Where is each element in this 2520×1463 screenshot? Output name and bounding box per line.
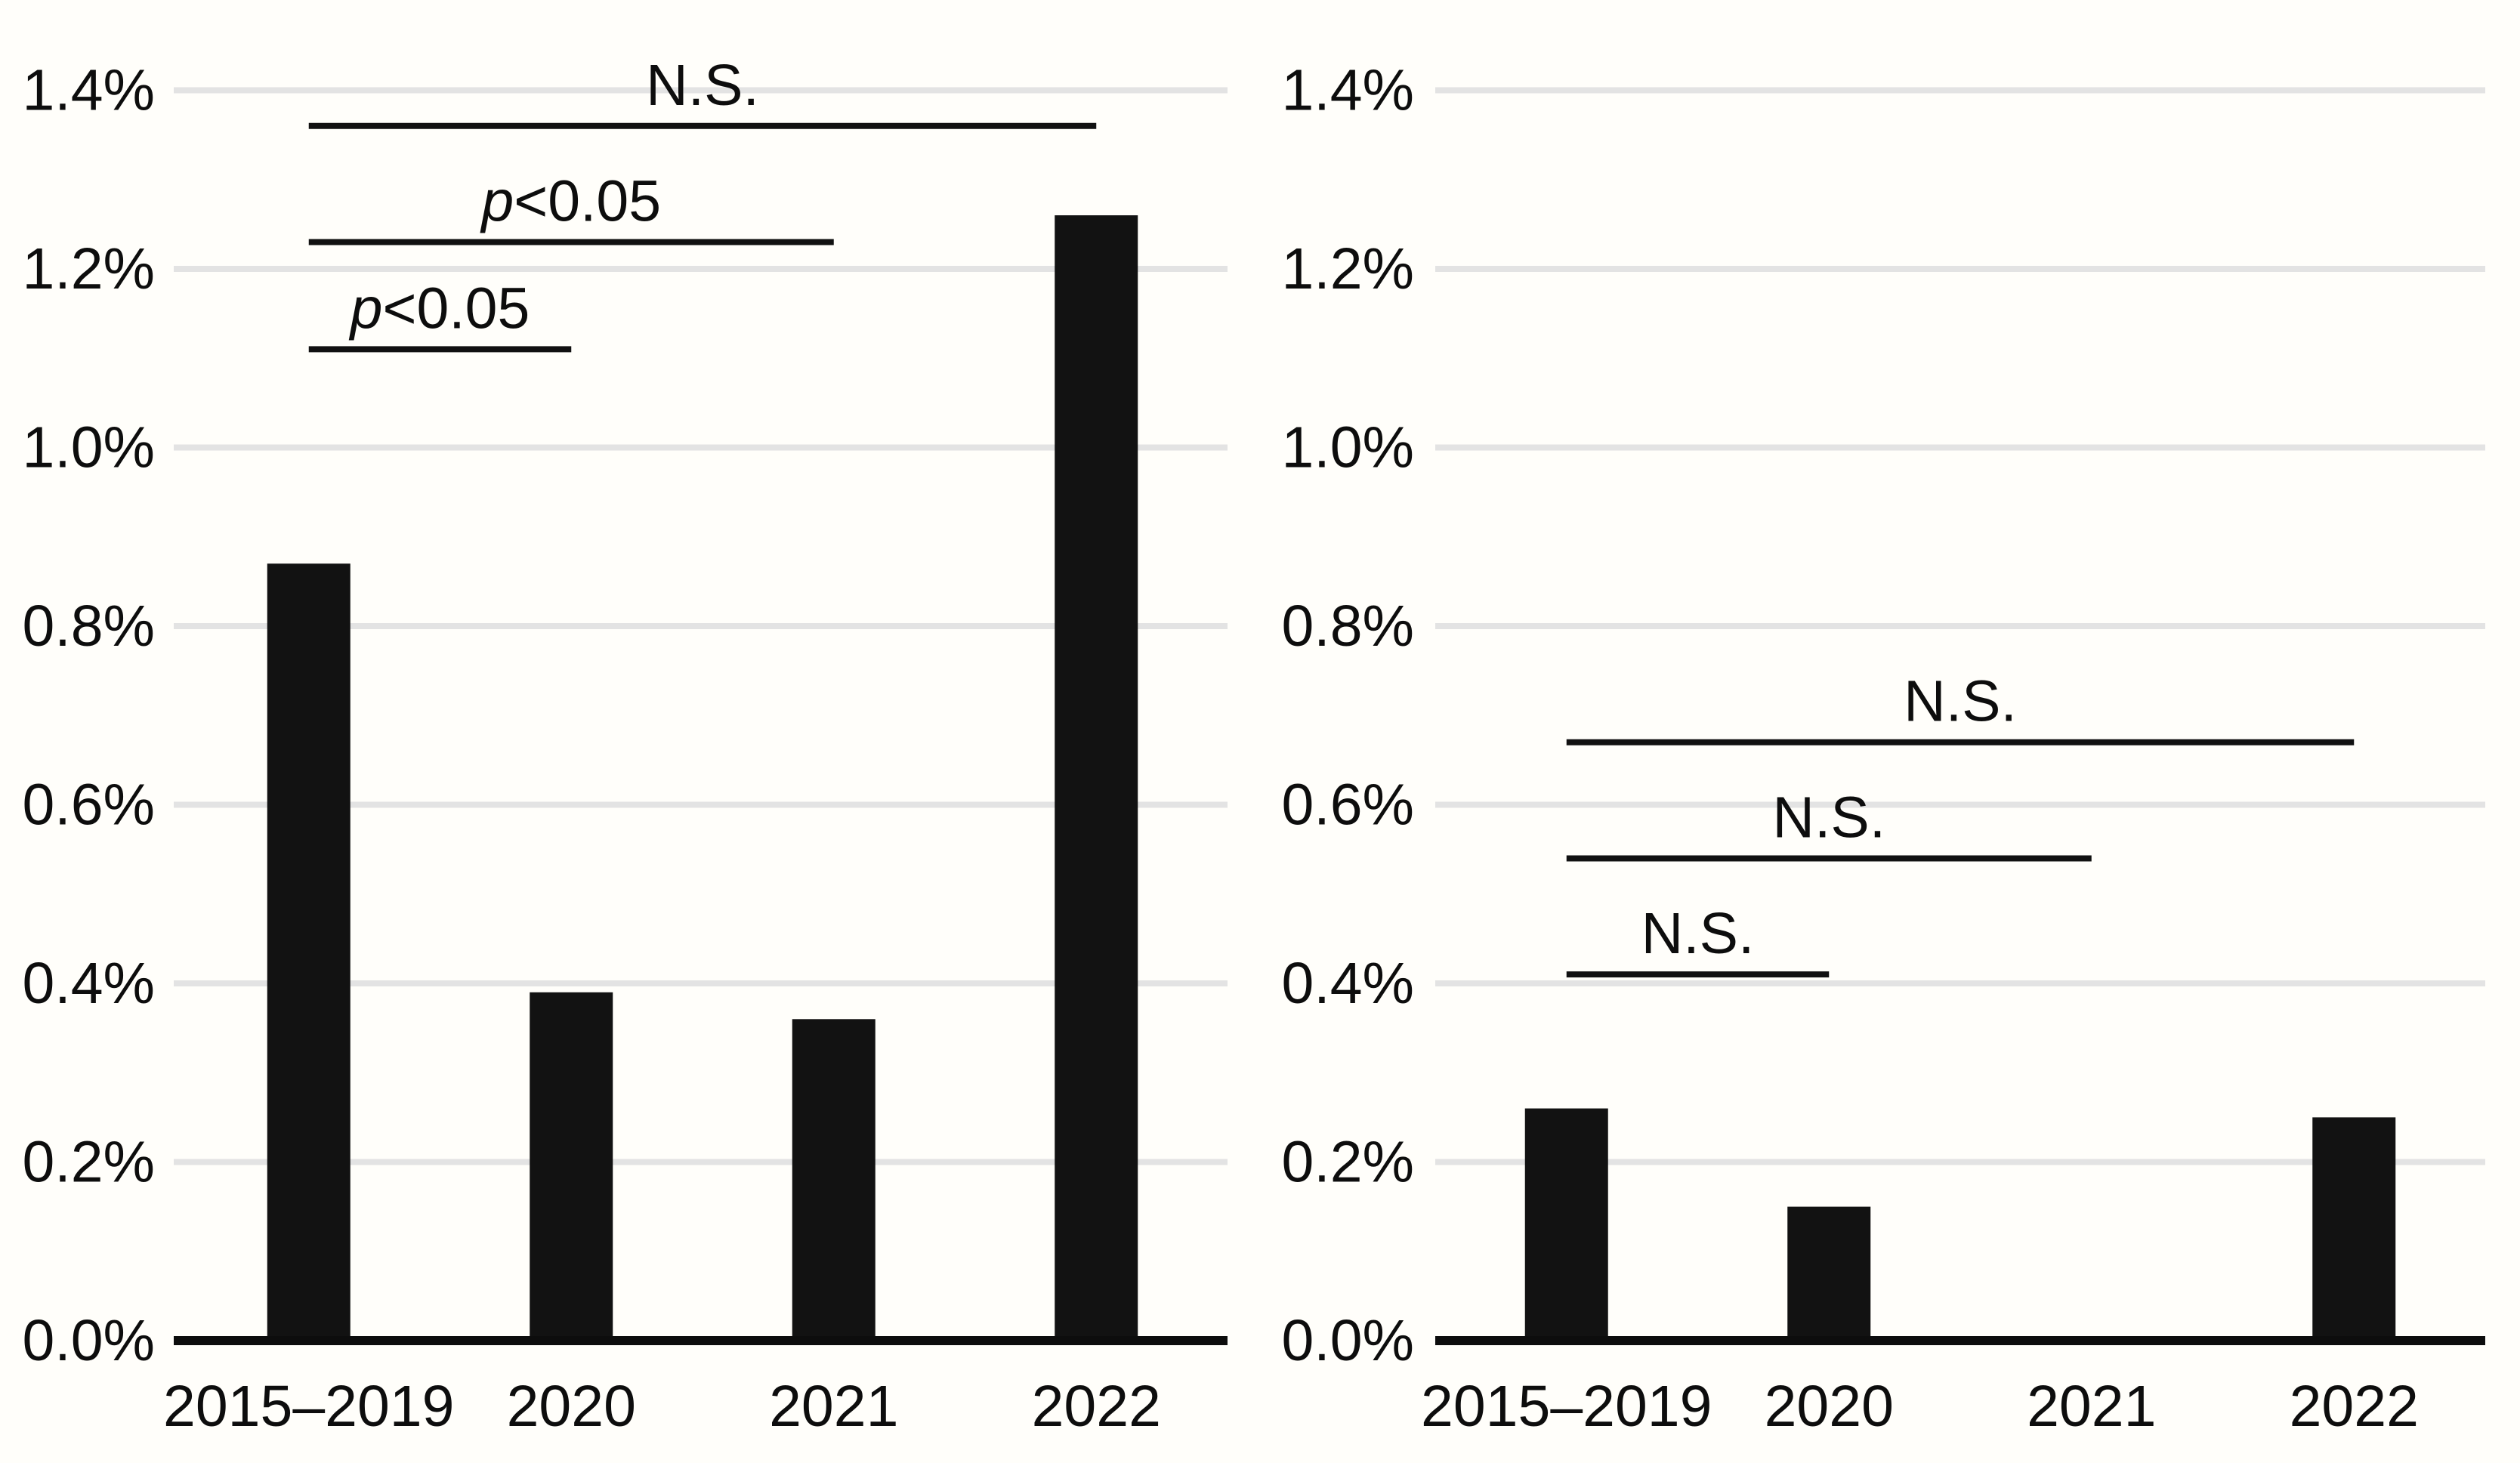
- bar: [530, 992, 613, 1341]
- bar: [1055, 215, 1138, 1341]
- y-tick-label: 0.8%: [22, 594, 155, 659]
- x-tick-label: 2021: [769, 1374, 898, 1439]
- y-tick-label: 1.0%: [22, 415, 155, 480]
- y-tick-label: 1.0%: [1281, 415, 1414, 480]
- x-tick-label: 2022: [1032, 1374, 1161, 1439]
- x-tick-label: 2022: [2290, 1374, 2419, 1439]
- significance-label: N.S.: [1772, 785, 1885, 850]
- bar: [1524, 1108, 1608, 1341]
- y-tick-label: 0.0%: [1281, 1308, 1414, 1373]
- y-tick-label: 1.4%: [22, 58, 155, 123]
- y-tick-label: 1.4%: [1281, 58, 1414, 123]
- y-tick-label: 0.6%: [1281, 773, 1414, 838]
- bar: [267, 563, 351, 1341]
- x-tick-label: 2020: [1765, 1374, 1894, 1439]
- significance-label: p<0.05: [480, 169, 661, 234]
- x-tick-label: 2015–2019: [163, 1374, 454, 1439]
- bar: [2312, 1117, 2396, 1341]
- x-tick-label: 2020: [507, 1374, 636, 1439]
- y-tick-label: 0.2%: [1281, 1130, 1414, 1195]
- y-tick-label: 0.8%: [1281, 594, 1414, 659]
- significance-label: N.S.: [1641, 901, 1755, 966]
- significance-label: N.S.: [1904, 669, 2017, 734]
- panel-right: 0.0% 0.2% 0.4% 0.6% 0.8% 1.0% 1.2% 1.4% 2015–201…: [1281, 58, 2485, 1439]
- y-tick-label: 0.4%: [22, 951, 155, 1016]
- y-tick-label: 0.4%: [1281, 951, 1414, 1016]
- significance-label: N.S.: [646, 53, 759, 118]
- y-tick-label: 0.2%: [22, 1130, 155, 1195]
- x-tick-label: 2021: [2027, 1374, 2156, 1439]
- significance-label: p<0.05: [349, 276, 530, 341]
- x-tick-label: 2015–2019: [1421, 1374, 1712, 1439]
- y-tick-label: 0.0%: [22, 1308, 155, 1373]
- bar: [1787, 1206, 1871, 1341]
- y-tick-label: 1.2%: [22, 236, 155, 301]
- y-tick-label: 1.2%: [1281, 236, 1414, 301]
- panel-left: 0.0% 0.2% 0.4% 0.6% 0.8% 1.0% 1.2% 1.4% 2015–201…: [22, 53, 1228, 1439]
- y-tick-label: 0.6%: [22, 773, 155, 838]
- bar: [792, 1019, 876, 1341]
